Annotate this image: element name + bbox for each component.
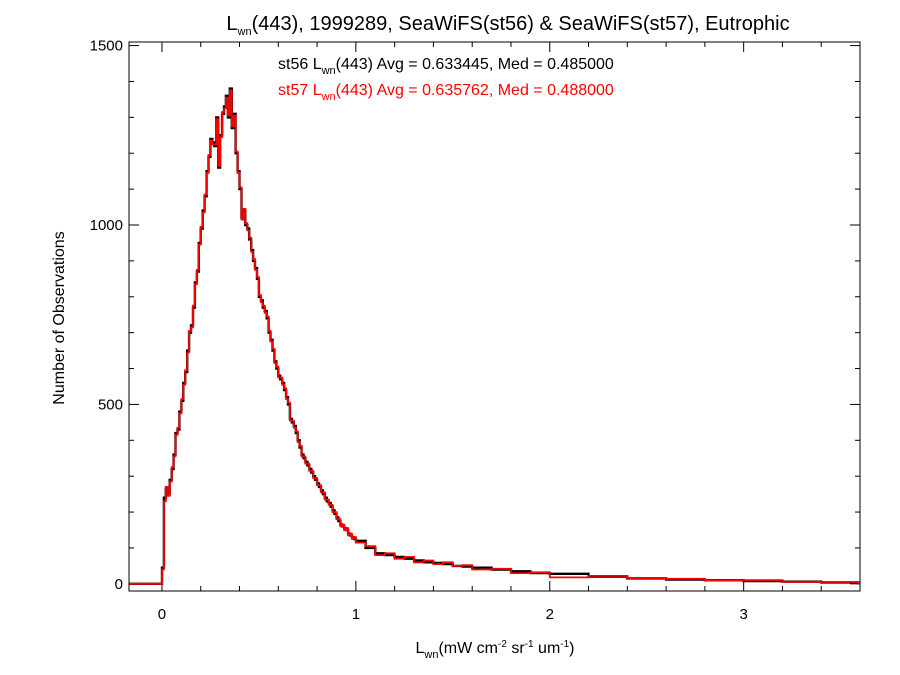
x-axis-label-u3: -1 bbox=[525, 639, 534, 650]
x-axis-label-u6: ) bbox=[569, 640, 574, 657]
series-line-st56 bbox=[129, 87, 860, 585]
x-tick-label: 2 bbox=[546, 606, 554, 623]
y-axis-label: Number of Observations bbox=[51, 231, 68, 404]
x-axis-label-sub: wn bbox=[423, 649, 438, 661]
axis-ticks: 0 1 2 3 0 500 1000 1500 bbox=[90, 38, 861, 623]
annotation-st57: st57 Lwn(443) Avg = 0.635762, Med = 0.48… bbox=[278, 82, 614, 103]
annotation-st56-pre: st56 L bbox=[278, 56, 322, 73]
series-line-st57 bbox=[129, 89, 860, 585]
x-axis-label-pre: L bbox=[416, 640, 425, 657]
annotation-st57-pre: st57 L bbox=[278, 82, 322, 99]
x-axis-label: Lwn(mW cm-2 sr-1 um-1) bbox=[416, 639, 575, 661]
chart-title-sub: wn bbox=[237, 26, 252, 38]
x-axis-label-u1: -2 bbox=[498, 639, 507, 650]
y-tick-label: 500 bbox=[98, 396, 123, 413]
x-tick-label: 3 bbox=[739, 606, 747, 623]
series-layer bbox=[129, 87, 860, 585]
x-tick-label: 0 bbox=[158, 606, 166, 623]
plot-frame bbox=[128, 41, 861, 592]
x-axis-label-u2: sr bbox=[507, 640, 525, 657]
y-tick-label: 0 bbox=[115, 576, 123, 593]
x-axis-label-u5: -1 bbox=[560, 639, 569, 650]
chart-title-post: (443), 1999289, SeaWiFS(st56) & SeaWiFS(… bbox=[252, 13, 790, 35]
annotation-st57-post: (443) Avg = 0.635762, Med = 0.488000 bbox=[336, 82, 614, 99]
y-tick-label: 1000 bbox=[90, 217, 123, 234]
annotation-st56: st56 Lwn(443) Avg = 0.633445, Med = 0.48… bbox=[278, 56, 614, 77]
annotation-st56-post: (443) Avg = 0.633445, Med = 0.485000 bbox=[336, 56, 614, 73]
annotation-st57-sub: wn bbox=[321, 91, 336, 103]
annotation-st56-sub: wn bbox=[321, 65, 336, 77]
y-tick-label: 1500 bbox=[90, 38, 123, 55]
x-axis-label-u0: (mW cm bbox=[438, 640, 498, 657]
x-axis-label-u4: um bbox=[534, 640, 561, 657]
x-tick-label: 1 bbox=[352, 606, 360, 623]
chart-title-pre: L bbox=[226, 13, 237, 35]
chart-title: Lwn(443), 1999289, SeaWiFS(st56) & SeaWi… bbox=[226, 13, 789, 38]
